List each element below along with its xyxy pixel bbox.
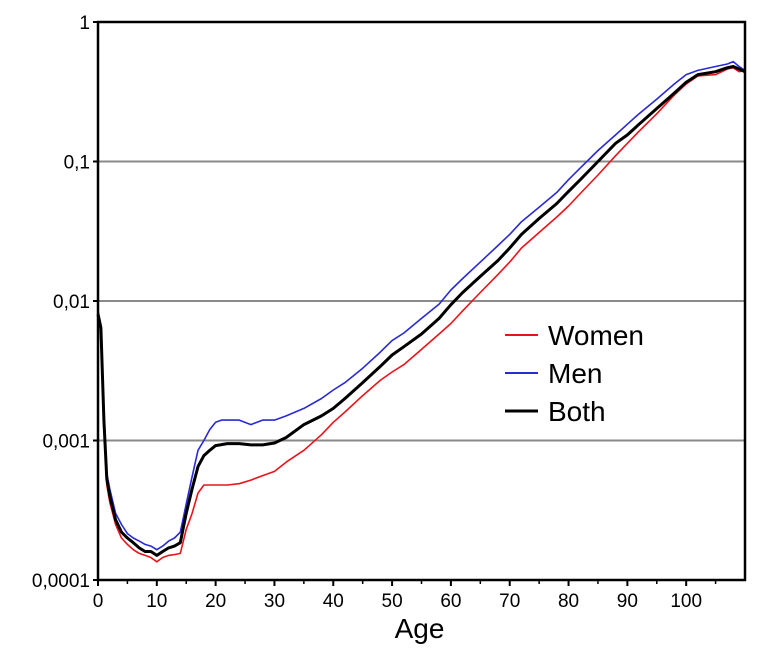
- x-tick-label: 30: [264, 591, 285, 612]
- legend-label-women: Women: [548, 320, 644, 351]
- x-tick-label: 90: [617, 591, 638, 612]
- axis-ticks: [93, 21, 717, 586]
- x-tick-label: 50: [382, 591, 403, 612]
- series-line-women: [97, 66, 746, 563]
- x-tick-label: 60: [440, 591, 461, 612]
- y-tick-labels: 0,0001 0,001 0,01 0,1 1: [32, 13, 90, 592]
- x-tick-label: 10: [146, 591, 167, 612]
- x-tick-label: 0: [93, 591, 104, 612]
- y-tick-label: 0,01: [53, 292, 90, 313]
- series-line-both: [96, 65, 746, 557]
- legend: Women Men Both: [505, 320, 644, 427]
- x-tick-label: 20: [205, 591, 226, 612]
- x-axis-title: Age: [395, 613, 445, 644]
- legend-label-both: Both: [548, 396, 606, 427]
- x-tick-label: 70: [499, 591, 520, 612]
- x-tick-labels: 0 10 20 30 40 50 60 70 80 90 100: [93, 591, 702, 612]
- x-tick-label: 100: [670, 591, 702, 612]
- x-tick-label: 80: [558, 591, 579, 612]
- x-tick-label: 40: [323, 591, 344, 612]
- legend-label-men: Men: [548, 358, 602, 389]
- gridlines: [98, 160, 745, 442]
- series-lines: [96, 60, 746, 563]
- y-tick-label: 1: [79, 13, 90, 34]
- y-tick-label: 0,0001: [32, 571, 90, 592]
- series-line-men: [97, 60, 746, 551]
- y-tick-label: 0,1: [64, 153, 90, 174]
- y-tick-label: 0,001: [42, 432, 90, 453]
